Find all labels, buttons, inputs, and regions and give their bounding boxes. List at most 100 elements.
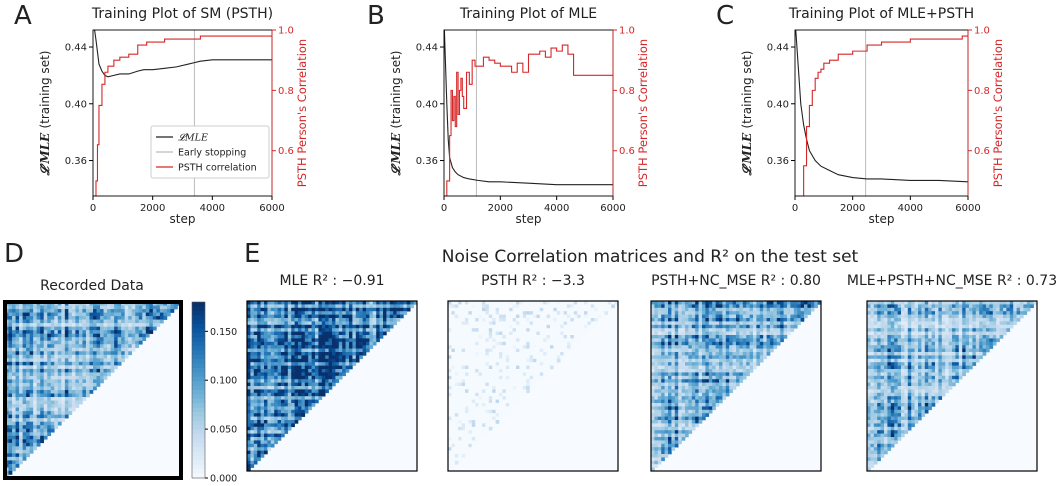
matrix-cell bbox=[454, 352, 459, 356]
matrix-cell bbox=[311, 321, 316, 326]
matrix-cell bbox=[284, 335, 289, 339]
matrix-cell bbox=[138, 316, 143, 320]
matrix-cell bbox=[454, 413, 459, 417]
matrix-cell bbox=[325, 318, 329, 322]
matrix-cell bbox=[668, 311, 672, 315]
matrix-cell bbox=[492, 311, 496, 315]
matrix-cell bbox=[355, 321, 360, 326]
matrix-cell bbox=[763, 314, 767, 319]
matrix-cell bbox=[522, 372, 527, 377]
matrix-cell bbox=[362, 307, 367, 312]
matrix-cell bbox=[719, 311, 723, 315]
matrix-cell bbox=[68, 326, 73, 331]
matrix-cell bbox=[247, 389, 251, 394]
matrix-cell bbox=[294, 399, 299, 404]
matrix-cell bbox=[36, 425, 41, 430]
chart-title: Training Plot of MLE bbox=[459, 6, 597, 22]
matrix-cell bbox=[131, 337, 136, 342]
matrix-cell bbox=[82, 337, 87, 342]
matrix-cell bbox=[117, 333, 122, 338]
matrix-cell bbox=[270, 301, 275, 305]
matrix-cell bbox=[291, 328, 295, 332]
matrix-cell bbox=[468, 348, 473, 353]
matrix-cell bbox=[311, 396, 316, 400]
matrix-cell bbox=[505, 369, 510, 373]
matrix-cell bbox=[567, 304, 571, 309]
matrix-cell bbox=[332, 348, 336, 353]
matrix-cell bbox=[287, 420, 292, 424]
matrix-cell bbox=[681, 362, 686, 366]
matrix-cell bbox=[352, 311, 357, 315]
matrix-cell bbox=[488, 389, 493, 394]
matrix-cell bbox=[78, 312, 83, 317]
matrix-cell bbox=[495, 399, 500, 404]
matrix-cell bbox=[485, 345, 490, 349]
matrix-cell bbox=[50, 397, 55, 401]
matrix-cell bbox=[93, 354, 97, 359]
matrix-cell bbox=[287, 426, 292, 431]
matrix-cell bbox=[567, 328, 571, 332]
matrix-cell bbox=[485, 307, 490, 312]
matrix-cell bbox=[43, 312, 48, 317]
matrix-cell bbox=[250, 331, 255, 336]
matrix-cell bbox=[114, 365, 118, 370]
matrix-cell bbox=[756, 307, 761, 312]
matrix-cell bbox=[57, 323, 62, 327]
matrix-cell bbox=[573, 338, 578, 343]
y-right-tick-label: 1.0 bbox=[974, 26, 990, 37]
matrix-cell bbox=[253, 413, 258, 417]
matrix-cell bbox=[553, 314, 558, 319]
matrix-cell bbox=[103, 309, 108, 313]
matrix-cell bbox=[465, 304, 469, 309]
matrix-cell bbox=[47, 404, 52, 408]
matrix-cell bbox=[702, 362, 706, 366]
matrix-cell bbox=[96, 382, 101, 387]
matrix-cell bbox=[260, 372, 265, 377]
matrix-cell bbox=[688, 341, 693, 346]
matrix-cell bbox=[29, 449, 34, 454]
matrix-cell bbox=[121, 330, 125, 334]
matrix-cell bbox=[96, 312, 101, 317]
matrix-cell bbox=[349, 352, 353, 356]
matrix-cell bbox=[318, 301, 323, 305]
matrix-cell bbox=[458, 341, 462, 346]
matrix-cell bbox=[267, 382, 272, 387]
matrix-cell bbox=[691, 307, 696, 312]
matrix-cell bbox=[68, 319, 73, 324]
matrix-cell bbox=[499, 307, 503, 312]
matrix-cell bbox=[124, 333, 129, 338]
matrix-cell bbox=[253, 331, 258, 336]
matrix-cell bbox=[8, 347, 13, 352]
matrix-cell bbox=[519, 358, 524, 363]
matrix-cell bbox=[773, 331, 778, 336]
matrix-cell bbox=[298, 386, 302, 390]
matrix-cell bbox=[379, 321, 384, 326]
matrix-cell bbox=[96, 379, 101, 384]
matrix-cell bbox=[142, 330, 147, 334]
matrix-cell bbox=[458, 423, 462, 428]
matrix-cell bbox=[19, 351, 23, 356]
matrix-cell bbox=[705, 331, 710, 336]
matrix-cell bbox=[729, 331, 733, 336]
matrix-cell bbox=[75, 393, 80, 398]
matrix-cell bbox=[47, 354, 52, 359]
matrix-cell bbox=[68, 375, 73, 380]
matrix-cell bbox=[315, 392, 319, 397]
matrix-cell bbox=[797, 304, 801, 309]
matrix-cell bbox=[719, 348, 723, 353]
matrix-cell bbox=[522, 348, 527, 353]
matrix-cell bbox=[502, 324, 507, 329]
matrix-cell bbox=[563, 321, 568, 326]
matrix-cell bbox=[298, 304, 302, 309]
matrix-cell bbox=[64, 354, 69, 359]
matrix-cell bbox=[121, 344, 125, 349]
matrix-cell bbox=[117, 347, 122, 352]
matrix-cell bbox=[657, 372, 662, 377]
matrix-cell bbox=[335, 335, 340, 339]
matrix-cell bbox=[328, 345, 333, 349]
matrix-cell bbox=[691, 341, 696, 346]
matrix-cell bbox=[475, 399, 479, 404]
matrix-cell bbox=[61, 323, 66, 327]
matrix-cell bbox=[298, 318, 302, 322]
